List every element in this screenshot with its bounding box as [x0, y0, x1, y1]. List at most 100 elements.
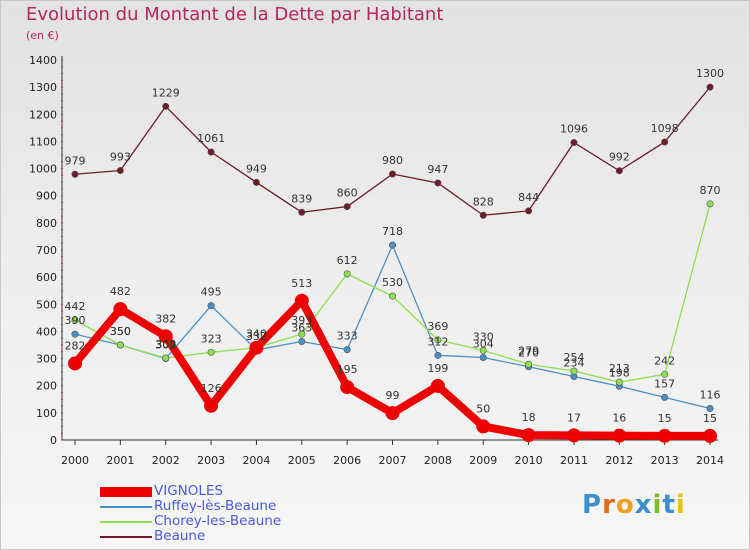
x-tick-label: 2002 — [152, 454, 180, 467]
data-label-ruffey-l-s-beaune: 270 — [518, 347, 539, 360]
data-point-vignoles — [703, 428, 718, 443]
data-label-beaune: 949 — [246, 162, 267, 175]
logo-letter: i — [675, 490, 686, 520]
data-point-beaune — [615, 167, 623, 175]
data-point-chorey-les-beaune — [71, 316, 79, 324]
axes: 0 100 200 300 400 500 600 700 800 900 1000 1100 1200… — [29, 54, 724, 467]
data-point-beaune — [570, 139, 578, 147]
data-point-chorey-les-beaune — [706, 200, 714, 208]
data-point-vignoles — [294, 293, 309, 308]
legend-label: Beaune — [154, 528, 206, 544]
data-label-chorey-les-beaune: 350 — [110, 325, 131, 338]
y-tick-label: 800 — [36, 217, 57, 230]
data-point-beaune — [343, 203, 351, 211]
data-point-chorey-les-beaune — [162, 354, 170, 362]
proxiti-logo: Proxiti — [582, 490, 686, 520]
logo-letter: o — [615, 490, 635, 520]
data-label-chorey-les-beaune: 340 — [246, 328, 267, 341]
data-label-chorey-les-beaune: 242 — [654, 354, 675, 367]
data-label-chorey-les-beaune: 300 — [155, 338, 176, 351]
data-point-chorey-les-beaune — [298, 330, 306, 338]
data-label-vignoles: 199 — [427, 362, 448, 375]
data-label-ruffey-l-s-beaune: 363 — [291, 321, 312, 334]
x-tick-label: 2009 — [469, 454, 497, 467]
data-label-ruffey-l-s-beaune: 390 — [65, 314, 86, 327]
data-point-chorey-les-beaune — [207, 348, 215, 356]
x-tick-label: 2005 — [288, 454, 316, 467]
logo-letter: r — [602, 490, 616, 520]
data-label-vignoles: 17 — [567, 411, 581, 424]
series-lines — [68, 83, 718, 443]
data-label-chorey-les-beaune: 323 — [201, 332, 222, 345]
data-point-vignoles — [521, 428, 536, 443]
data-point-ruffey-l-s-beaune — [434, 351, 442, 359]
data-point-vignoles — [68, 356, 82, 371]
data-label-chorey-les-beaune: 330 — [473, 330, 494, 343]
y-tick-label: 500 — [36, 298, 57, 311]
data-label-beaune: 1229 — [152, 86, 180, 99]
data-label-chorey-les-beaune: 612 — [337, 254, 358, 267]
data-point-chorey-les-beaune — [389, 292, 397, 300]
logo-letter: x — [634, 490, 653, 520]
logo-letter: i — [652, 490, 663, 520]
data-point-ruffey-l-s-beaune — [71, 330, 79, 338]
data-label-beaune: 1061 — [197, 132, 225, 145]
data-point-chorey-les-beaune — [615, 378, 623, 386]
data-label-beaune: 1096 — [560, 123, 588, 136]
y-tick-label: 400 — [36, 325, 57, 338]
x-tick-label: 2000 — [61, 454, 89, 467]
data-label-beaune: 993 — [110, 150, 131, 163]
data-label-chorey-les-beaune: 530 — [382, 276, 403, 289]
x-tick-label: 2011 — [560, 454, 588, 467]
data-label-ruffey-l-s-beaune: 333 — [337, 330, 358, 343]
data-point-chorey-les-beaune — [661, 370, 669, 378]
x-tick-label: 2012 — [605, 454, 633, 467]
data-point-beaune — [479, 211, 487, 219]
y-tick-label: 1400 — [29, 54, 57, 67]
logo-letter: P — [582, 490, 603, 520]
chart-title: Evolution du Montant de la Dette par Hab… — [26, 4, 444, 25]
data-label-ruffey-l-s-beaune: 302 — [155, 339, 176, 352]
data-point-ruffey-l-s-beaune — [479, 353, 487, 361]
data-labels: 979 993 1229 1061 949 839 860 980 947 828 844 1096 9… — [65, 67, 725, 425]
data-label-vignoles: 482 — [110, 285, 131, 298]
data-label-vignoles: 513 — [291, 277, 312, 290]
x-tick-label: 2006 — [333, 454, 361, 467]
data-label-vignoles: 16 — [612, 412, 626, 425]
data-label-ruffey-l-s-beaune: 157 — [654, 377, 675, 390]
data-point-ruffey-l-s-beaune — [343, 346, 351, 354]
data-label-chorey-les-beaune: 870 — [700, 184, 721, 197]
data-point-chorey-les-beaune — [570, 367, 578, 375]
data-label-beaune: 828 — [473, 195, 494, 208]
legend-label: Chorey-les-Beaune — [154, 513, 282, 529]
x-tick-label: 2010 — [515, 454, 543, 467]
data-point-ruffey-l-s-beaune — [661, 393, 669, 401]
data-point-beaune — [71, 170, 79, 178]
data-point-beaune — [525, 207, 533, 215]
data-label-vignoles: 15 — [658, 412, 672, 425]
data-point-vignoles — [612, 428, 627, 443]
data-point-chorey-les-beaune — [116, 341, 124, 349]
data-label-vignoles: 15 — [703, 412, 717, 425]
data-label-beaune: 839 — [291, 192, 312, 205]
data-point-beaune — [116, 166, 124, 174]
data-point-vignoles — [249, 340, 264, 355]
data-label-chorey-les-beaune: 442 — [65, 300, 86, 313]
data-label-ruffey-l-s-beaune: 495 — [201, 286, 222, 299]
data-label-vignoles: 282 — [65, 339, 86, 352]
data-point-ruffey-l-s-beaune — [389, 241, 397, 249]
y-tick-label: 1300 — [29, 81, 57, 94]
legend-swatch — [100, 521, 152, 523]
data-label-beaune: 980 — [382, 154, 403, 167]
data-label-ruffey-l-s-beaune: 332 — [246, 330, 267, 343]
data-label-beaune: 947 — [427, 163, 448, 176]
data-label-vignoles: 99 — [386, 389, 400, 402]
data-label-vignoles: 382 — [155, 312, 176, 325]
data-point-beaune — [389, 170, 397, 178]
data-point-vignoles — [113, 302, 128, 317]
data-point-ruffey-l-s-beaune — [706, 405, 714, 413]
data-point-beaune — [162, 102, 170, 110]
y-tick-label: 900 — [36, 190, 57, 203]
data-label-chorey-les-beaune: 393 — [291, 314, 312, 327]
